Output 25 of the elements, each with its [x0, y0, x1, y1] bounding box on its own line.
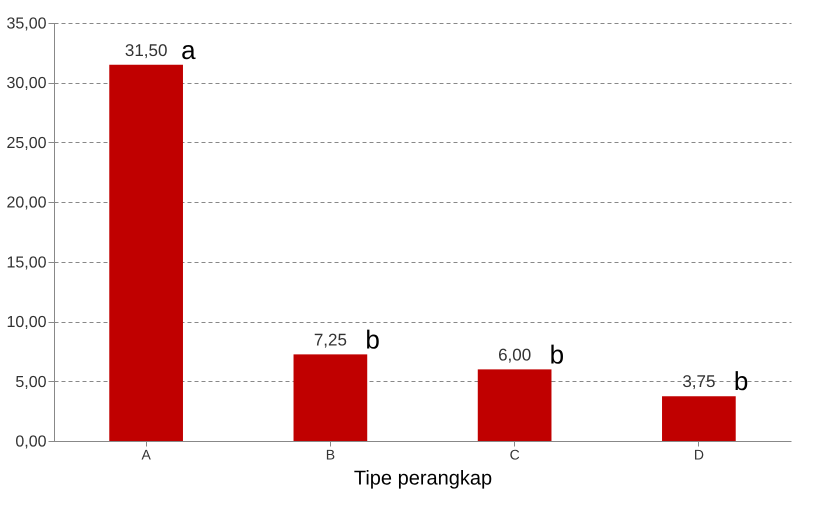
- annotation: b: [550, 339, 564, 370]
- y-tick-label: 5,00: [15, 374, 47, 391]
- x-tick-label: B: [326, 446, 336, 462]
- bar: [478, 369, 552, 441]
- y-tick-label: 35,00: [6, 16, 47, 32]
- y-tick-label: 20,00: [6, 194, 47, 212]
- y-tick-label: 15,00: [6, 254, 47, 272]
- bar: [662, 396, 736, 441]
- data-label: 6,00: [498, 345, 532, 364]
- y-tick-label: 30,00: [6, 75, 47, 92]
- annotation: a: [181, 34, 196, 65]
- bar: [109, 64, 183, 441]
- y-tick-label: 25,00: [6, 134, 47, 152]
- data-label: 3,75: [682, 372, 716, 392]
- y-tick-label: 10,00: [6, 314, 47, 332]
- x-axis-title: Tipe perangkap: [354, 468, 492, 490]
- y-tick-label: 0,00: [15, 434, 47, 450]
- x-tick-label: D: [694, 446, 704, 462]
- x-tick-label: A: [141, 446, 152, 462]
- data-label: 31,50: [124, 40, 168, 60]
- x-tick-label: C: [510, 446, 520, 462]
- annotation: b: [365, 324, 380, 354]
- annotation: b: [734, 366, 748, 396]
- bar: [294, 354, 368, 441]
- data-label: 7,25: [314, 330, 347, 350]
